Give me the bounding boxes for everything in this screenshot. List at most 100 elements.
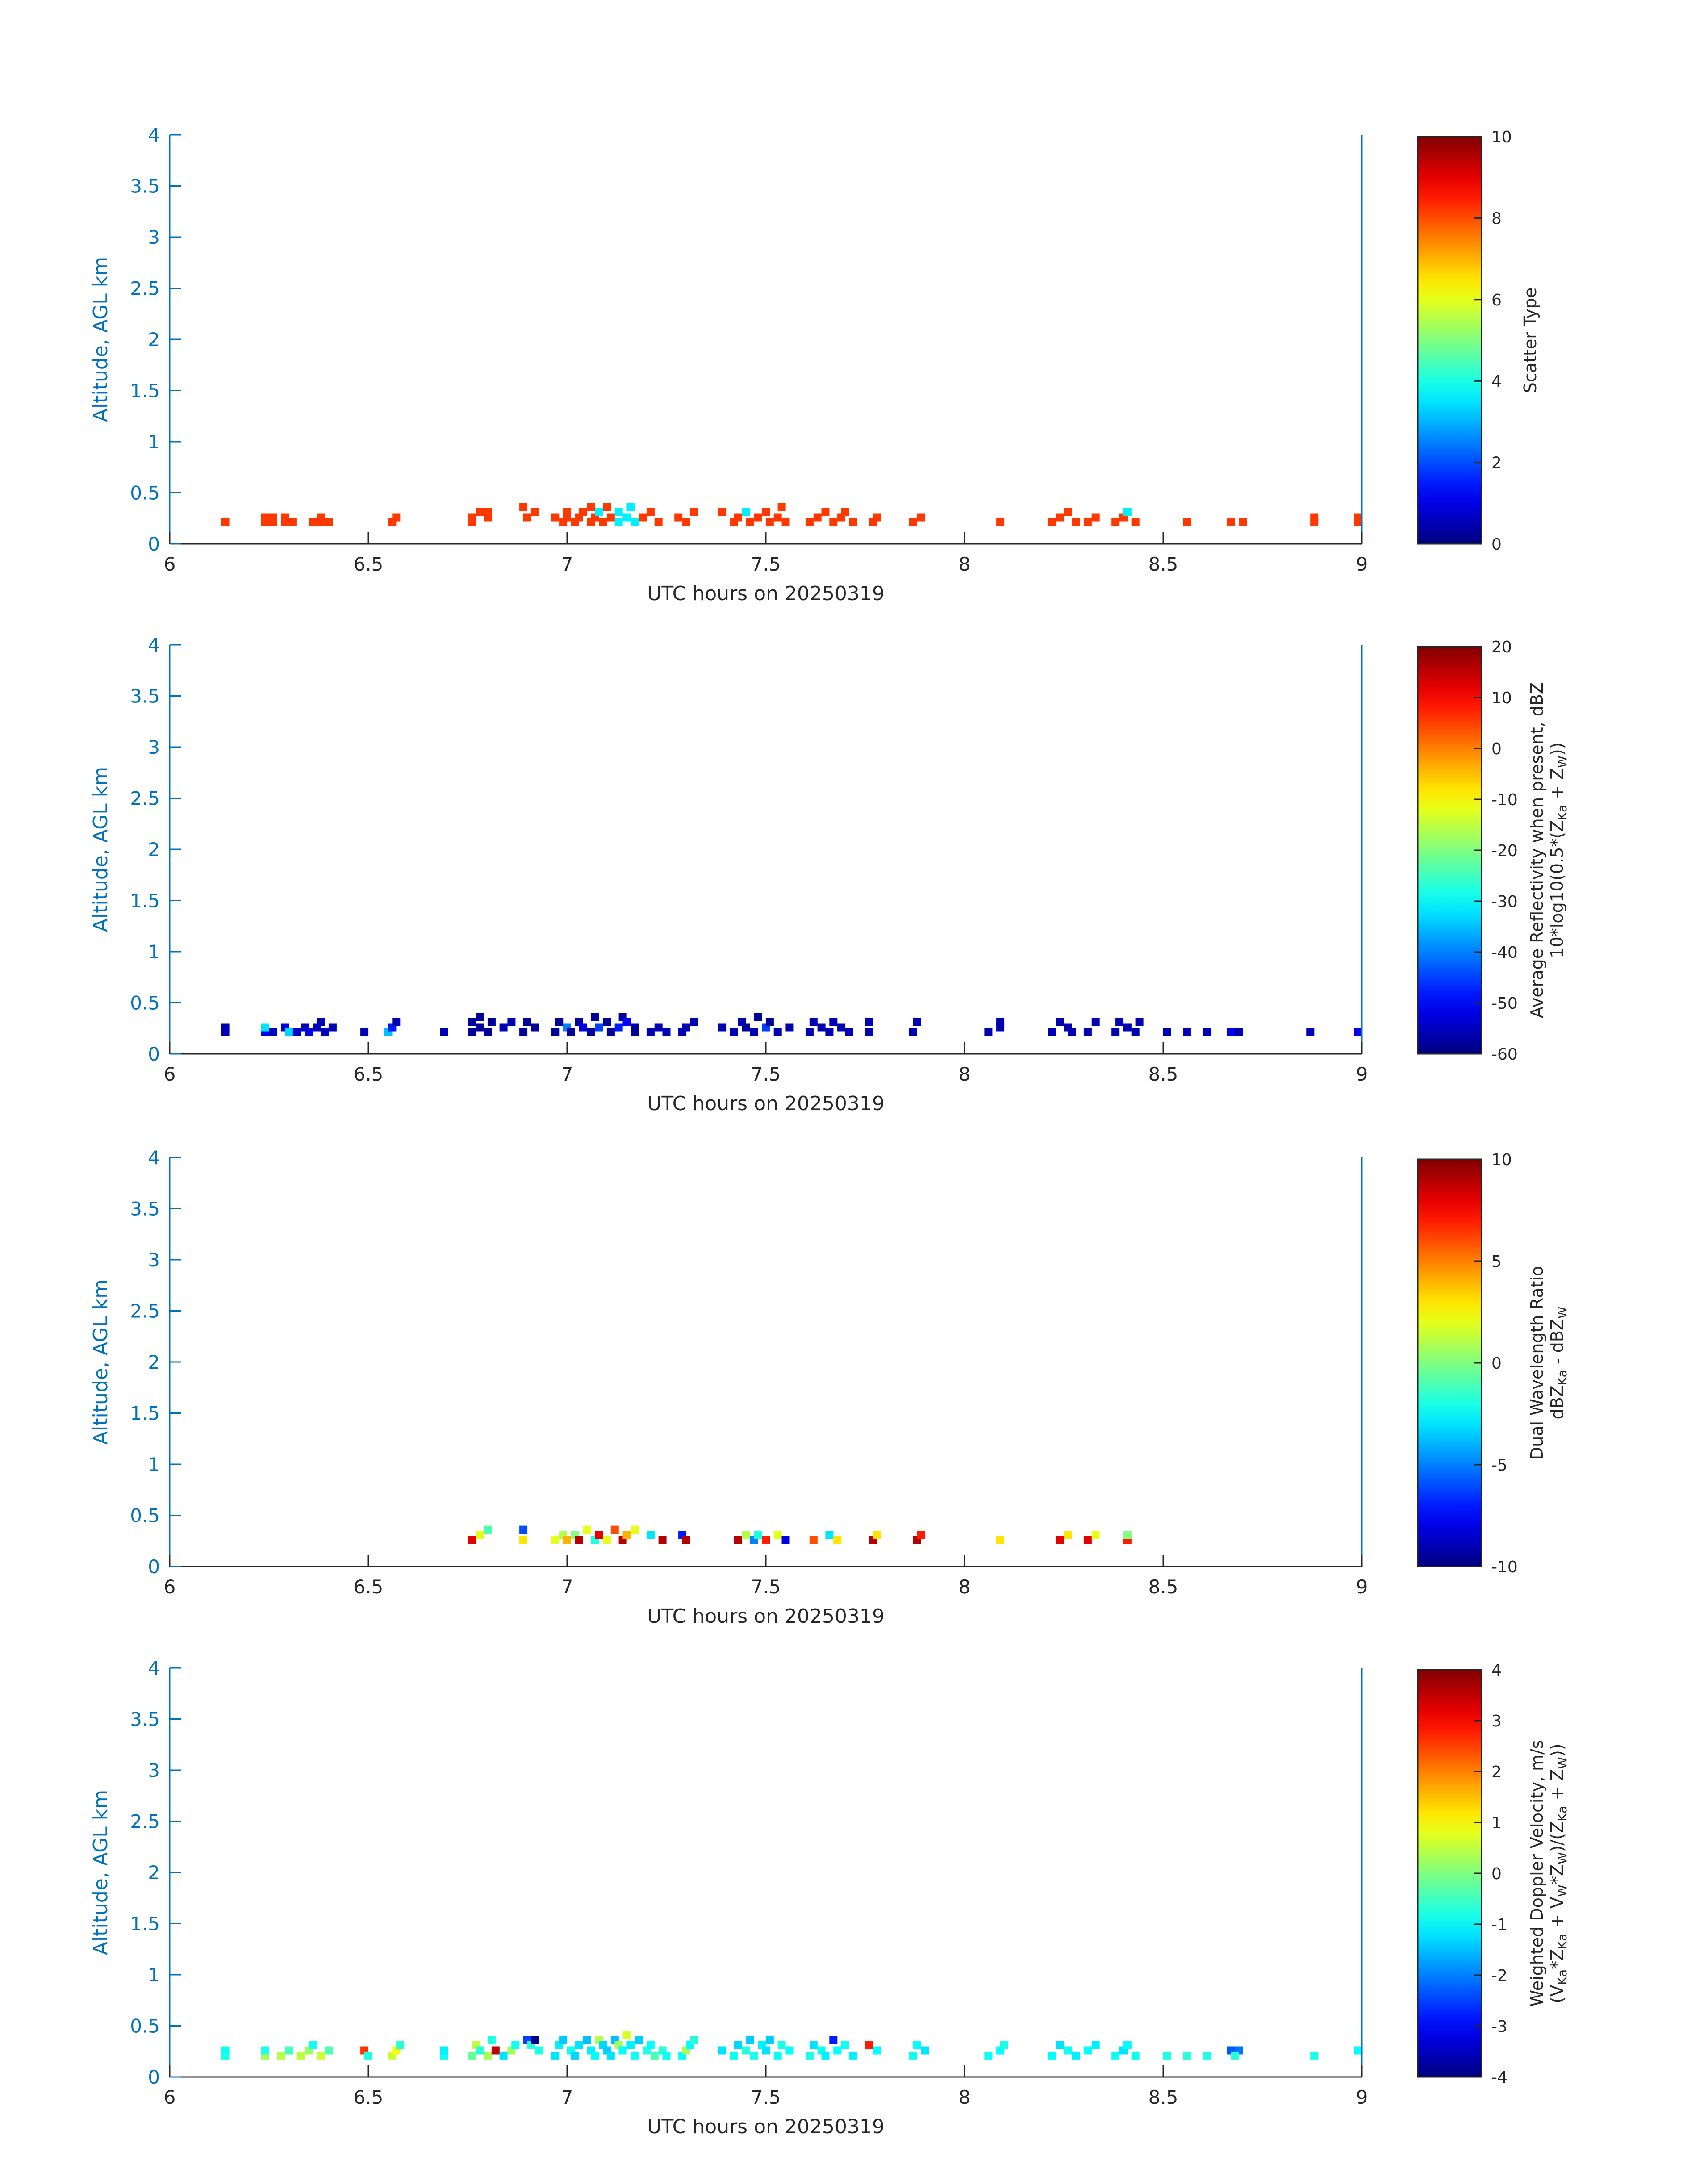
y-tick-label: 3.5 — [130, 1198, 160, 1220]
y-tick-label: 2.5 — [130, 1811, 160, 1833]
heatmap-cell — [1306, 1028, 1315, 1036]
x-tick-label: 9 — [1356, 2086, 1368, 2108]
heatmap-cell — [639, 513, 647, 522]
heatmap-cell — [603, 1536, 611, 1544]
panel-3: 6 6.5 7 7.5 8 8.5 9 0 0.5 1 1.5 2 2.5 3 3.5 4 UTC hours … — [89, 1147, 1570, 1628]
heatmap-cell — [614, 518, 623, 526]
heatmap-cells — [221, 1013, 1362, 1036]
heatmap-cell — [531, 1023, 539, 1032]
heatmap-cell — [535, 2046, 543, 2055]
heatmap-cell — [825, 1028, 834, 1036]
heatmap-cell — [579, 508, 587, 516]
heatmap-cell — [773, 2051, 782, 2060]
heatmap-cell — [487, 1018, 496, 1026]
heatmap-cell — [360, 1028, 369, 1036]
heatmap-cell — [261, 513, 269, 522]
heatmap-cell — [1183, 518, 1191, 526]
heatmap-cell — [762, 1536, 770, 1544]
colorbar-tick-label: 2 — [1491, 1763, 1502, 1781]
heatmap-cell — [917, 513, 925, 522]
heatmap-cell — [750, 2051, 758, 2060]
heatmap-cell — [825, 1531, 834, 1539]
heatmap-cell — [865, 2041, 873, 2049]
heatmap-cell — [1203, 2051, 1211, 2060]
heatmap-cell — [1354, 1028, 1362, 1036]
y-tick-label: 4 — [148, 634, 160, 656]
heatmap-cell — [622, 2031, 631, 2039]
heatmap-cell — [440, 1028, 448, 1036]
heatmap-cell — [221, 518, 230, 526]
colorbar-formula-part: *Z — [1547, 1949, 1567, 1969]
colorbar-label: Weighted Doppler Velocity, m/s — [1527, 1740, 1547, 2006]
y-tick-label: 0.5 — [130, 2015, 160, 2037]
colorbar-formula: dBZKa - dBZW — [1547, 1306, 1570, 1419]
heatmap-cell — [646, 1028, 655, 1036]
heatmap-cell — [829, 2036, 838, 2044]
heatmap-cell — [1048, 1028, 1056, 1036]
x-tick-label: 7.5 — [751, 553, 781, 575]
heatmap-cell — [1163, 1028, 1171, 1036]
colorbar-tick-label: -20 — [1491, 842, 1518, 860]
heatmap-cell — [396, 2041, 405, 2049]
heatmap-cell — [551, 1028, 560, 1036]
heatmap-cell — [1083, 1028, 1092, 1036]
heatmap-cell — [845, 1028, 853, 1036]
heatmap-cell — [631, 1023, 639, 1032]
heatmap-cell — [1091, 1018, 1100, 1026]
heatmap-cell — [1131, 518, 1140, 526]
heatmap-cell — [658, 1536, 667, 1544]
heatmap-cell — [1123, 2041, 1132, 2049]
heatmap-cell — [742, 1023, 750, 1032]
heatmap-cell — [849, 2051, 857, 2060]
heatmap-cell — [631, 1525, 639, 1534]
heatmap-cell — [1091, 513, 1100, 522]
heatmap-cell — [913, 1018, 921, 1026]
y-tick-label: 0.5 — [130, 992, 160, 1014]
heatmap-cell — [746, 2036, 754, 2044]
y-axis-label: Altitude, AGL km — [89, 1279, 112, 1445]
heatmap-cell — [603, 503, 611, 511]
x-tick-label: 6 — [164, 553, 176, 575]
heatmap-cell — [285, 2046, 293, 2055]
heatmap-cell — [1310, 2051, 1319, 2060]
heatmap-cell — [631, 2051, 639, 2060]
heatmap-cell — [484, 1028, 492, 1036]
heatmap-cell — [507, 1018, 516, 1026]
heatmap-cell — [1131, 2051, 1140, 2060]
heatmap-cell — [1068, 1028, 1076, 1036]
heatmap-cell — [583, 2036, 591, 2044]
heatmap-cell — [674, 513, 683, 522]
y-tick-label: 0.5 — [130, 482, 160, 504]
heatmap-cell — [646, 1531, 655, 1539]
heatmap-cell — [833, 1536, 842, 1544]
heatmap-cell — [833, 2046, 842, 2055]
heatmap-cell — [328, 1023, 337, 1032]
panel-2: 6 6.5 7 7.5 8 8.5 9 0 0.5 1 1.5 2 2.5 3 3.5 4 UTC hours … — [89, 634, 1570, 1115]
heatmap-cell — [873, 513, 881, 522]
heatmap-cell — [1183, 1028, 1191, 1036]
heatmap-cells — [221, 503, 1362, 526]
heatmap-cell — [221, 1023, 230, 1032]
heatmap-cell — [777, 503, 786, 511]
heatmap-cell — [499, 1023, 508, 1032]
heatmap-cell — [491, 2046, 500, 2055]
heatmap-cell — [269, 1028, 277, 1036]
heatmap-cell — [1111, 518, 1120, 526]
x-tick-label: 6 — [164, 1063, 176, 1085]
x-tick-label: 8 — [959, 1576, 971, 1598]
heatmap-cell — [1072, 518, 1080, 526]
y-tick-label: 0 — [148, 1043, 160, 1065]
colorbar-formula-subscript: Ka — [1555, 1806, 1570, 1822]
colorbar-formula-part: 10*log10(0.5*(Z — [1547, 820, 1567, 958]
colorbar-tick-label: 4 — [1491, 372, 1502, 391]
heatmap-cell — [468, 2051, 476, 2060]
heatmap-cell — [269, 513, 277, 522]
heatmap-cell — [1354, 2046, 1362, 2055]
colorbar-tick-label: 3 — [1491, 1712, 1502, 1730]
heatmap-cell — [730, 1028, 738, 1036]
heatmap-cell — [646, 2041, 655, 2049]
heatmap-cell — [650, 2051, 659, 2060]
heatmap-cell — [1091, 2041, 1100, 2049]
y-tick-label: 0.5 — [130, 1505, 160, 1527]
x-tick-label: 8.5 — [1148, 2086, 1178, 2108]
